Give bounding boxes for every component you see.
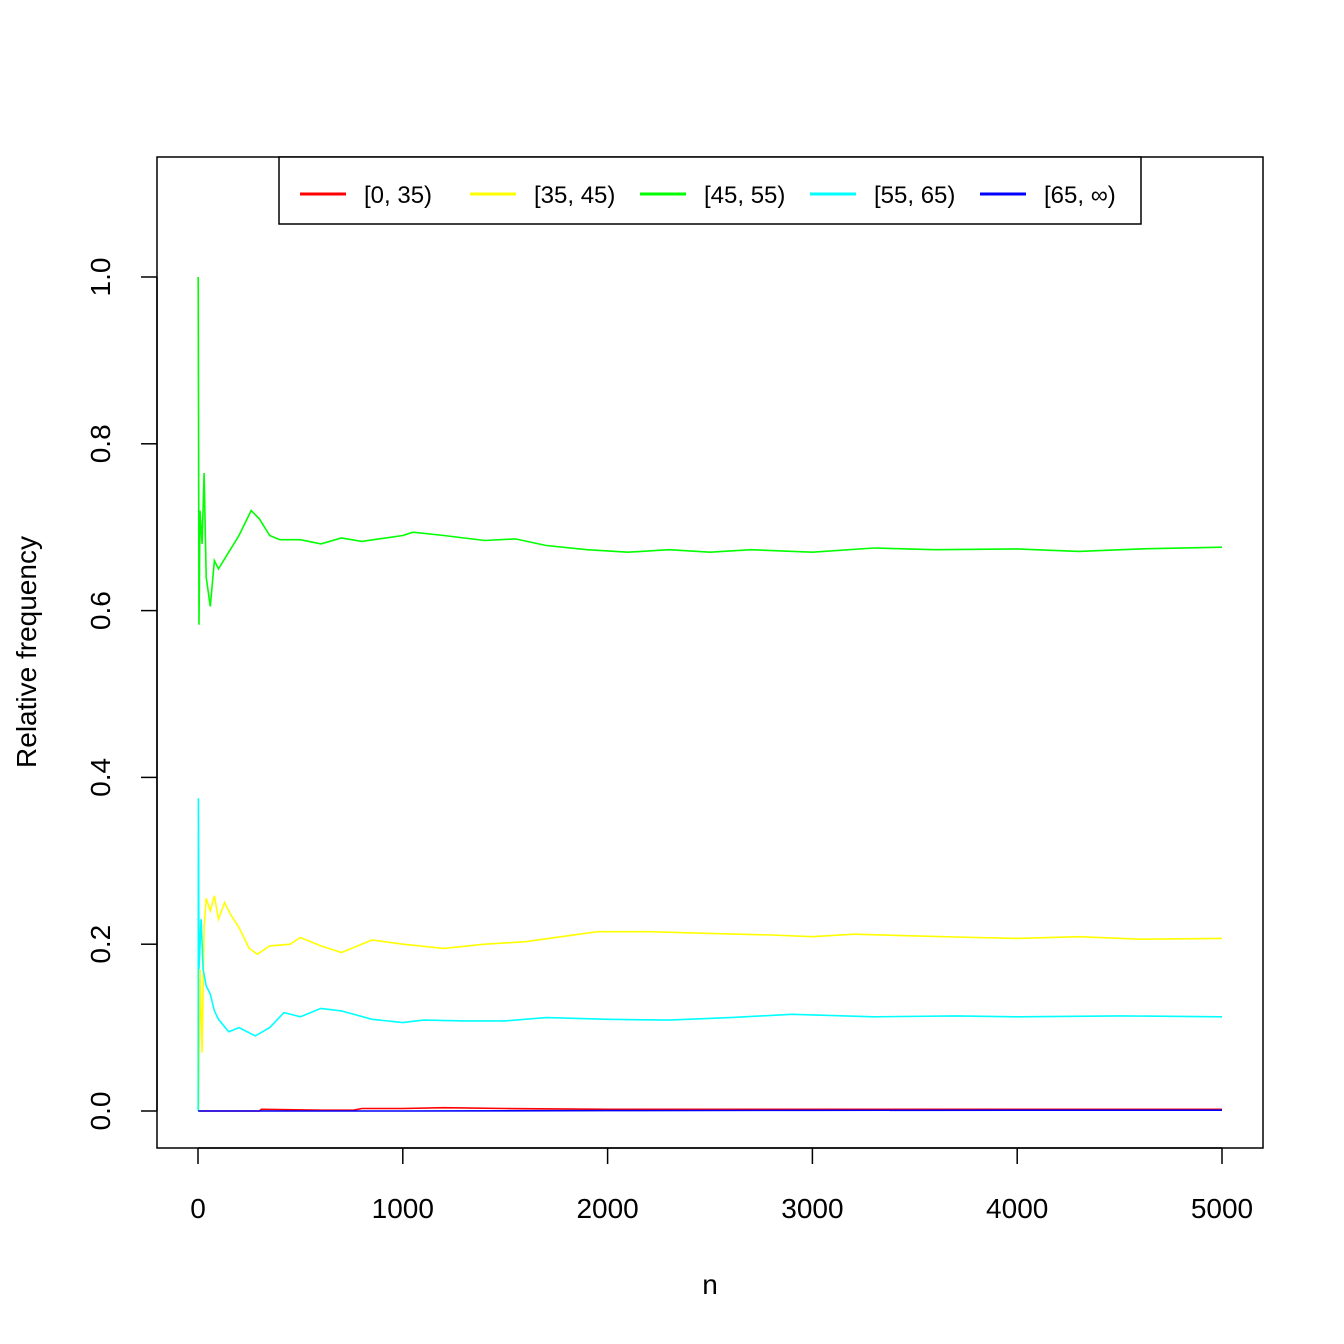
- plot-frame: [156, 156, 1264, 1149]
- legend: [0, 35) [35, 45) [45, 55) [55, 65) [65, ∞): [278, 156, 1142, 225]
- x-tick-label: 3000: [781, 1193, 843, 1224]
- x-tick-label: 4000: [986, 1193, 1048, 1224]
- x-tick-label: 2000: [576, 1193, 638, 1224]
- legend-label-4: [65, ∞): [1044, 182, 1116, 209]
- legend-label-0: [0, 35): [364, 182, 432, 209]
- legend-box: [278, 156, 1142, 225]
- x-axis-label: n: [702, 1269, 718, 1300]
- legend-label-3: [55, 65): [874, 182, 955, 209]
- y-tick-label: 0.6: [85, 591, 116, 630]
- x-tick-label: 0: [190, 1193, 206, 1224]
- x-tick-label: 1000: [372, 1193, 434, 1224]
- y-tick-label: 0.2: [85, 925, 116, 964]
- y-axis-label: Relative frequency: [11, 536, 42, 768]
- legend-label-2: [45, 55): [704, 182, 785, 209]
- series-line-4: [198, 1109, 1222, 1112]
- series-line-0: [198, 1106, 1222, 1112]
- legend-label-1: [35, 45): [534, 182, 615, 209]
- y-tick-label: 0.4: [85, 758, 116, 797]
- y-tick-label: 1.0: [85, 258, 116, 297]
- y-tick-label: 0.8: [85, 424, 116, 463]
- series-layer: [197, 276, 1223, 1112]
- series-line-2: [197, 276, 1223, 625]
- y-tick-label: 0.0: [85, 1092, 116, 1131]
- x-axis: 0 1000 2000 3000 4000 5000: [190, 1147, 1253, 1224]
- x-tick-label: 5000: [1191, 1193, 1253, 1224]
- series-line-1: [197, 895, 1223, 1112]
- y-axis: 0.0 0.2 0.4 0.6 0.8 1.0: [85, 258, 158, 1131]
- series-line-3: [197, 798, 1223, 1112]
